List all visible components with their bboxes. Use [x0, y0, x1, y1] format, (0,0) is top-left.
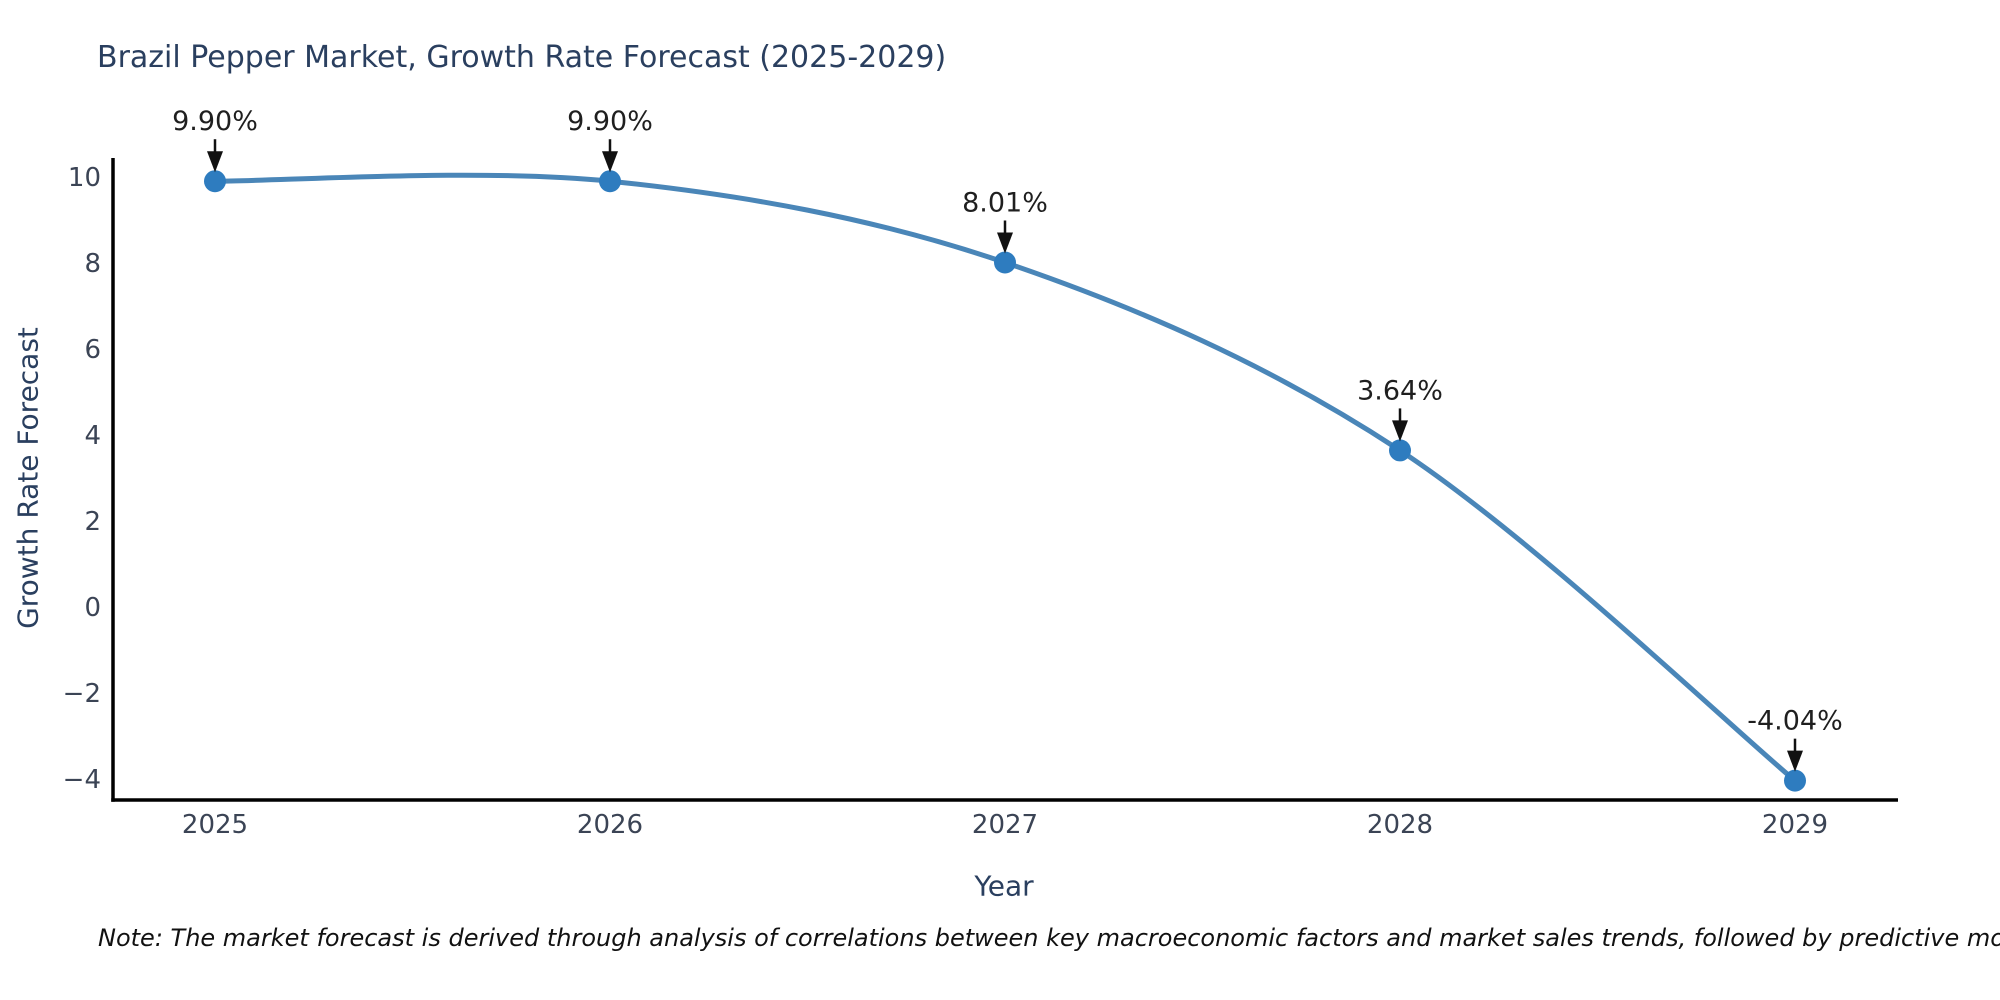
data-point-marker[interactable]	[1784, 769, 1806, 792]
annotation-arrow-head	[207, 151, 223, 173]
y-tick-label: 10	[68, 163, 101, 193]
annotation-arrow-head	[997, 232, 1013, 254]
point-annotation-label: 9.90%	[172, 106, 258, 137]
y-axis-title: Growth Rate Forecast	[11, 327, 45, 629]
chart-title: Brazil Pepper Market, Growth Rate Foreca…	[97, 40, 947, 75]
x-tick-label: 2027	[972, 810, 1038, 840]
data-point-marker[interactable]	[994, 251, 1016, 274]
annotation-arrow-head	[1787, 750, 1803, 772]
y-tick-label: −4	[63, 765, 101, 795]
y-tick-label: 8	[84, 249, 101, 279]
y-tick-label: 2	[84, 507, 101, 537]
data-point-marker[interactable]	[204, 170, 226, 193]
x-tick-label: 2029	[1762, 810, 1828, 840]
point-annotation-label: -4.04%	[1747, 706, 1843, 737]
x-tick-label: 2026	[577, 810, 643, 840]
y-tick-label: 4	[84, 421, 101, 451]
data-point-marker[interactable]	[599, 170, 621, 193]
data-point-marker[interactable]	[1389, 439, 1411, 462]
annotation-arrow-head	[1392, 420, 1408, 442]
footnote: Note: The market forecast is derived thr…	[98, 924, 2000, 952]
y-tick-label: 6	[84, 335, 101, 365]
annotation-arrow-head	[602, 151, 618, 173]
point-annotation-label: 8.01%	[962, 187, 1048, 218]
y-tick-label: 0	[84, 593, 101, 623]
y-tick-label: −2	[63, 679, 101, 709]
x-tick-label: 2025	[182, 810, 248, 840]
x-axis-title: Year	[974, 869, 1034, 903]
point-annotation-label: 3.64%	[1357, 375, 1443, 406]
point-annotation-label: 9.90%	[567, 106, 653, 137]
x-tick-label: 2028	[1367, 810, 1433, 840]
